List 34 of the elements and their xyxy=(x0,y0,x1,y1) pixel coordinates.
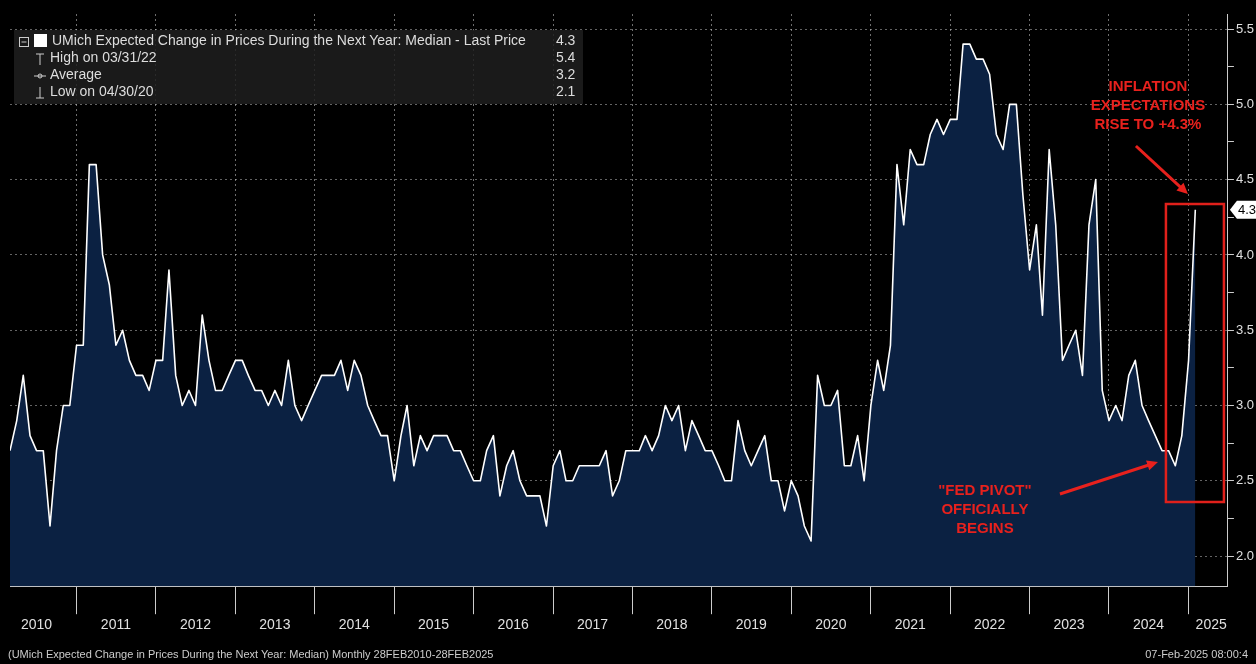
x-tick-label: 2018 xyxy=(656,616,688,633)
x-tick-label: 2011 xyxy=(100,616,132,633)
y-tick-label: 5.5 xyxy=(1235,20,1255,36)
x-tick-label: 2019 xyxy=(735,616,768,633)
x-tick-label: 2025 xyxy=(1195,616,1227,633)
y-tick-label: 4.0 xyxy=(1235,246,1255,262)
text: Average 3.2 xyxy=(50,66,576,82)
x-tick-label: 2010 xyxy=(20,616,53,633)
y-tick-label: 5.0 xyxy=(1235,95,1255,111)
x-tick-label: 2014 xyxy=(338,616,370,633)
x-tick-label: 2021 xyxy=(894,616,927,633)
y-tick-label: 2.0 xyxy=(1235,547,1255,563)
annotation: 4.3 xyxy=(555,32,576,49)
y-tick-label: 4.5 xyxy=(1235,171,1255,187)
legend-label: UMich Expected Change in Prices During the Next Year: Median - Last Price xyxy=(52,32,526,49)
annotation: "FED PIVOT" OFFICIALLY BEGINS xyxy=(937,480,1033,537)
text: 07-Feb-2025 08:00:4 xyxy=(1145,648,1248,660)
y-tick-label: 3.0 xyxy=(1235,397,1255,413)
text: Low on 04/30/20 2.1 xyxy=(50,83,576,99)
x-tick-label: 2016 xyxy=(497,616,529,633)
text: High on 03/31/22 5.4 xyxy=(50,49,576,65)
x-tick-label: 2015 xyxy=(418,616,450,633)
x-tick-label: 2012 xyxy=(179,616,212,633)
x-tick-label: 2023 xyxy=(1053,616,1085,633)
x-tick-label: 2013 xyxy=(259,616,291,633)
x-tick-label: 2024 xyxy=(1132,616,1165,633)
x-tick-label: 2017 xyxy=(576,616,609,633)
text: (UMich Expected Change in Prices During the Next Year: Median) Monthly 28FEB2010-28FEB2025 xyxy=(8,648,494,660)
y-tick-label: 3.5 xyxy=(1235,321,1255,337)
text: 4.3 xyxy=(1237,202,1256,218)
annotation: INFLATION EXPECTATIONS RISE TO +4.3% xyxy=(1089,76,1207,133)
x-tick-label: 2020 xyxy=(815,616,847,633)
x-tick-label: 2022 xyxy=(974,616,1006,633)
y-tick-label: 2.5 xyxy=(1235,472,1255,488)
